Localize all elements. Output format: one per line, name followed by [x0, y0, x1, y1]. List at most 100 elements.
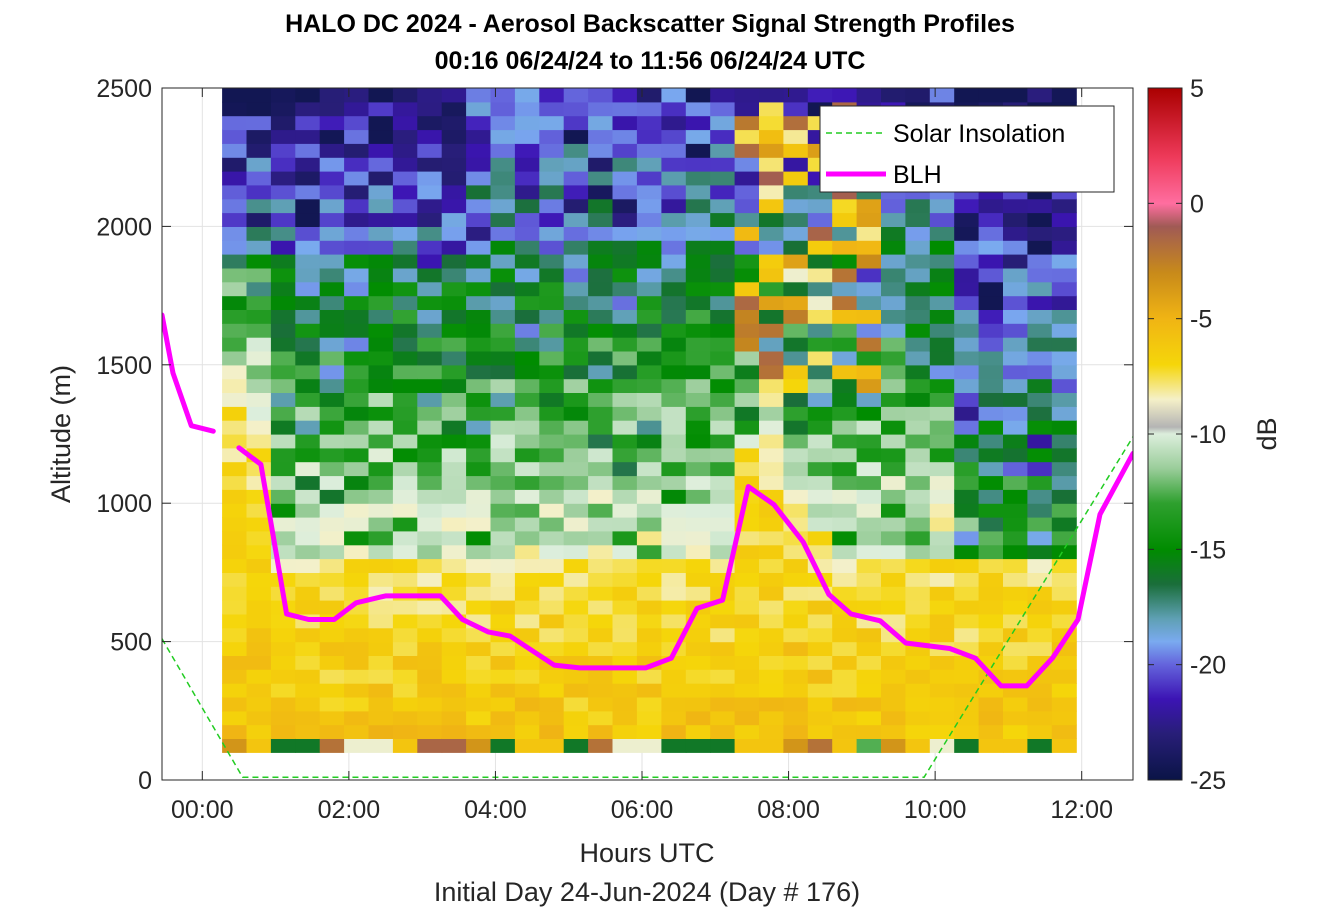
- heatmap-cell: [661, 309, 687, 324]
- heatmap-cell: [417, 572, 443, 587]
- heatmap-cell: [222, 115, 248, 131]
- heatmap-cell: [539, 406, 565, 421]
- heatmap-cell: [246, 627, 272, 643]
- chart-subtitle: 00:16 06/24/24 to 11:56 06/24/24 UTC: [434, 47, 866, 75]
- heatmap-cell: [270, 198, 296, 214]
- heatmap-cell: [710, 503, 736, 518]
- heatmap-cell: [368, 710, 394, 726]
- heatmap-cell: [807, 254, 833, 269]
- heatmap-cell: [929, 710, 955, 726]
- heatmap-cell: [881, 226, 906, 241]
- heatmap-cell: [929, 364, 955, 380]
- heatmap-cell: [490, 157, 516, 172]
- heatmap-cell: [1051, 392, 1077, 407]
- heatmap-cell: [685, 558, 711, 573]
- heatmap-cell: [856, 447, 882, 463]
- heatmap-cell: [807, 226, 833, 241]
- heatmap-cell: [1051, 447, 1077, 463]
- heatmap-cell: [441, 655, 467, 670]
- heatmap-cell: [929, 392, 955, 407]
- x-tick-label: 04:00: [464, 796, 527, 824]
- heatmap-cell: [319, 309, 345, 324]
- heatmap-cell: [612, 281, 638, 297]
- heatmap-cell: [612, 683, 638, 698]
- heatmap-cell: [734, 447, 760, 463]
- heatmap-cell: [832, 254, 858, 269]
- heatmap-cell: [392, 669, 418, 684]
- heatmap-cell: [612, 171, 638, 186]
- heatmap-cell: [856, 392, 882, 407]
- heatmap-cell: [563, 212, 589, 227]
- heatmap-cell: [466, 378, 492, 393]
- heatmap-cell: [1051, 683, 1077, 698]
- heatmap-cell: [222, 281, 248, 297]
- heatmap-cell: [685, 475, 711, 490]
- heatmap-cell: [978, 710, 1004, 726]
- heatmap-cell: [954, 586, 980, 601]
- heatmap-cell: [563, 364, 589, 380]
- heatmap-cell: [246, 184, 272, 200]
- heatmap-cell: [929, 351, 955, 366]
- heatmap-cell: [295, 309, 321, 324]
- heatmap-cell: [954, 281, 980, 297]
- heatmap-cell: [905, 586, 931, 601]
- heatmap-cell: [490, 613, 516, 629]
- heatmap-cell: [978, 240, 1004, 255]
- heatmap-cell: [783, 572, 809, 587]
- heatmap-cell: [514, 406, 540, 421]
- heatmap-cell: [783, 392, 809, 407]
- heatmap-cell: [685, 655, 711, 670]
- heatmap-cell: [783, 627, 809, 643]
- heatmap-cell: [295, 420, 321, 435]
- heatmap-cell: [1051, 295, 1077, 310]
- heatmap-cell: [246, 392, 272, 407]
- heatmap-cell: [1027, 212, 1053, 227]
- heatmap-cell: [734, 157, 760, 172]
- heatmap-cell: [612, 143, 638, 158]
- heatmap-cell: [441, 281, 467, 297]
- heatmap-cell: [441, 129, 467, 144]
- heatmap-cell: [783, 88, 809, 103]
- heatmap-cell: [222, 323, 248, 338]
- heatmap-cell: [685, 586, 711, 601]
- heatmap-cell: [392, 281, 418, 297]
- heatmap-cell: [661, 171, 687, 186]
- heatmap-cell: [905, 627, 931, 643]
- heatmap-cell: [1051, 613, 1077, 629]
- heatmap-cell: [417, 530, 443, 546]
- y-tick-label: 2000: [96, 213, 152, 241]
- heatmap-cell: [612, 613, 638, 629]
- heatmap-cell: [1003, 544, 1028, 560]
- heatmap-cell: [514, 254, 540, 269]
- heatmap-cell: [881, 517, 906, 532]
- heatmap-cell: [685, 281, 711, 297]
- heatmap-cell: [661, 600, 687, 615]
- heatmap-cell: [1003, 489, 1028, 504]
- heatmap-cell: [954, 295, 980, 310]
- heatmap-cell: [783, 184, 809, 200]
- heatmap-cell: [319, 724, 345, 739]
- heatmap-cell: [636, 101, 662, 117]
- heatmap-cell: [978, 420, 1004, 435]
- heatmap-cell: [392, 406, 418, 421]
- heatmap-cell: [1003, 530, 1028, 546]
- heatmap-cell: [881, 710, 906, 726]
- heatmap-cell: [222, 309, 248, 324]
- heatmap-cell: [612, 240, 638, 255]
- heatmap-cell: [1003, 392, 1028, 407]
- heatmap-cell: [295, 88, 321, 103]
- heatmap-cell: [685, 323, 711, 338]
- heatmap-cell: [612, 198, 638, 214]
- heatmap-cell: [710, 281, 736, 297]
- heatmap-cell: [685, 337, 711, 352]
- heatmap-cell: [539, 143, 565, 158]
- heatmap-cell: [710, 115, 736, 131]
- heatmap-cell: [636, 351, 662, 366]
- heatmap-cell: [832, 724, 858, 739]
- heatmap-cell: [295, 378, 321, 393]
- heatmap-cell: [392, 378, 418, 393]
- heatmap-cell: [417, 724, 443, 739]
- heatmap-cell: [270, 434, 296, 449]
- heatmap-cell: [905, 434, 931, 449]
- heatmap-cell: [222, 254, 248, 269]
